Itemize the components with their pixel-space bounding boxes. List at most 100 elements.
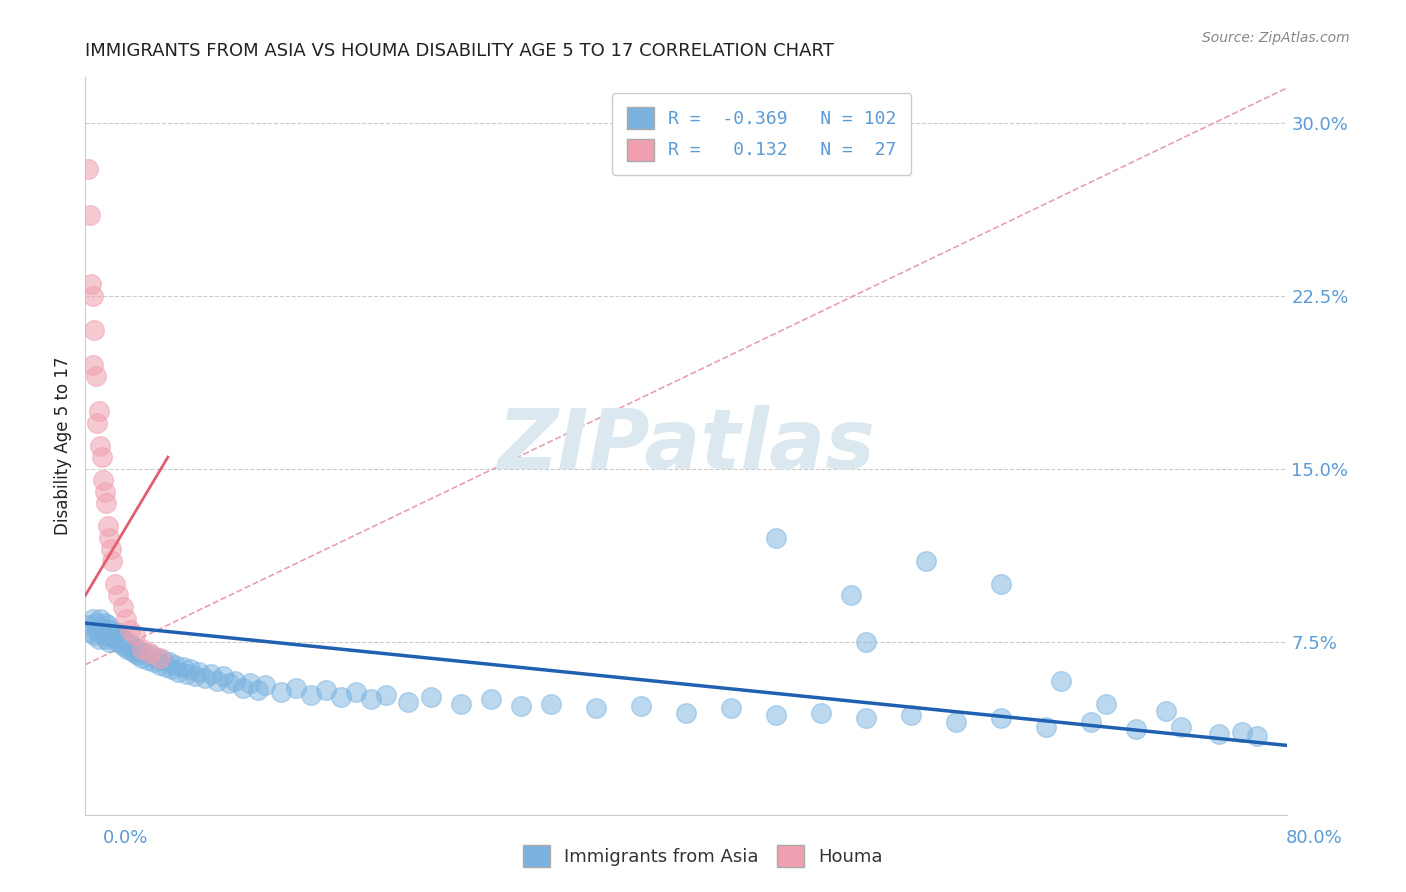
Text: 0.0%: 0.0% xyxy=(103,829,148,847)
Point xyxy=(207,673,229,688)
Point xyxy=(200,666,222,681)
Point xyxy=(630,699,652,714)
Point xyxy=(80,625,103,640)
Point xyxy=(91,628,114,642)
Point xyxy=(131,641,153,656)
Point xyxy=(176,666,198,681)
Point xyxy=(84,616,107,631)
Point xyxy=(125,641,148,656)
Point xyxy=(86,623,108,637)
Point xyxy=(900,708,922,723)
Point xyxy=(165,657,187,672)
Point xyxy=(91,473,114,487)
Point xyxy=(765,708,787,723)
Point xyxy=(396,695,419,709)
Point xyxy=(270,685,292,699)
Point xyxy=(172,660,194,674)
Point xyxy=(87,404,110,418)
Point xyxy=(540,697,562,711)
Point xyxy=(139,646,162,660)
Point xyxy=(103,628,125,642)
Point xyxy=(149,657,172,672)
Point xyxy=(128,644,150,658)
Point xyxy=(1246,729,1268,743)
Point xyxy=(107,589,129,603)
Point xyxy=(89,439,111,453)
Point xyxy=(184,669,207,683)
Point xyxy=(1080,715,1102,730)
Point xyxy=(1230,724,1253,739)
Point xyxy=(720,701,742,715)
Legend: Immigrants from Asia, Houma: Immigrants from Asia, Houma xyxy=(516,838,890,874)
Point xyxy=(89,611,111,625)
Point xyxy=(117,641,139,656)
Point xyxy=(98,634,121,648)
Point xyxy=(1170,720,1192,734)
Point xyxy=(1156,704,1178,718)
Point xyxy=(360,692,382,706)
Point xyxy=(120,637,142,651)
Point xyxy=(121,644,143,658)
Point xyxy=(1095,697,1118,711)
Point xyxy=(329,690,352,704)
Point xyxy=(246,683,269,698)
Point xyxy=(86,416,108,430)
Point xyxy=(990,711,1012,725)
Point xyxy=(419,690,441,704)
Point xyxy=(450,697,472,711)
Point xyxy=(127,648,149,663)
Point xyxy=(254,678,277,692)
Point xyxy=(299,688,322,702)
Point xyxy=(94,484,117,499)
Point xyxy=(675,706,697,720)
Point xyxy=(124,646,146,660)
Point xyxy=(122,639,145,653)
Point xyxy=(224,673,246,688)
Point xyxy=(124,628,146,642)
Point xyxy=(374,688,396,702)
Text: Disability Age 5 to 17: Disability Age 5 to 17 xyxy=(55,357,72,535)
Point xyxy=(87,632,110,647)
Point xyxy=(765,531,787,545)
Point xyxy=(96,632,118,647)
Point xyxy=(101,630,124,644)
Point xyxy=(284,681,307,695)
Point xyxy=(585,701,607,715)
Point xyxy=(179,662,201,676)
Point xyxy=(108,630,131,644)
Point xyxy=(96,496,118,510)
Text: Source: ZipAtlas.com: Source: ZipAtlas.com xyxy=(1202,31,1350,45)
Point xyxy=(100,542,122,557)
Point xyxy=(89,625,111,640)
Point xyxy=(167,665,190,679)
Point xyxy=(104,632,127,647)
Point xyxy=(131,650,153,665)
Point xyxy=(143,656,166,670)
Text: ZIPatlas: ZIPatlas xyxy=(496,405,875,486)
Point xyxy=(232,681,254,695)
Point xyxy=(509,699,531,714)
Point xyxy=(990,577,1012,591)
Point xyxy=(97,519,120,533)
Point xyxy=(115,611,138,625)
Point xyxy=(149,650,172,665)
Text: 80.0%: 80.0% xyxy=(1286,829,1343,847)
Point xyxy=(82,288,104,302)
Point xyxy=(97,618,120,632)
Point xyxy=(212,669,235,683)
Point xyxy=(315,683,337,698)
Point xyxy=(82,611,104,625)
Point xyxy=(83,323,105,337)
Point xyxy=(107,634,129,648)
Legend: R =  -0.369   N = 102, R =   0.132   N =  27: R = -0.369 N = 102, R = 0.132 N = 27 xyxy=(613,93,911,175)
Point xyxy=(945,715,967,730)
Point xyxy=(79,208,101,222)
Point xyxy=(1050,673,1073,688)
Point xyxy=(101,554,124,568)
Point xyxy=(77,161,100,176)
Point xyxy=(1208,727,1230,741)
Point xyxy=(855,711,877,725)
Point xyxy=(134,646,156,660)
Point xyxy=(188,665,211,679)
Point xyxy=(479,692,502,706)
